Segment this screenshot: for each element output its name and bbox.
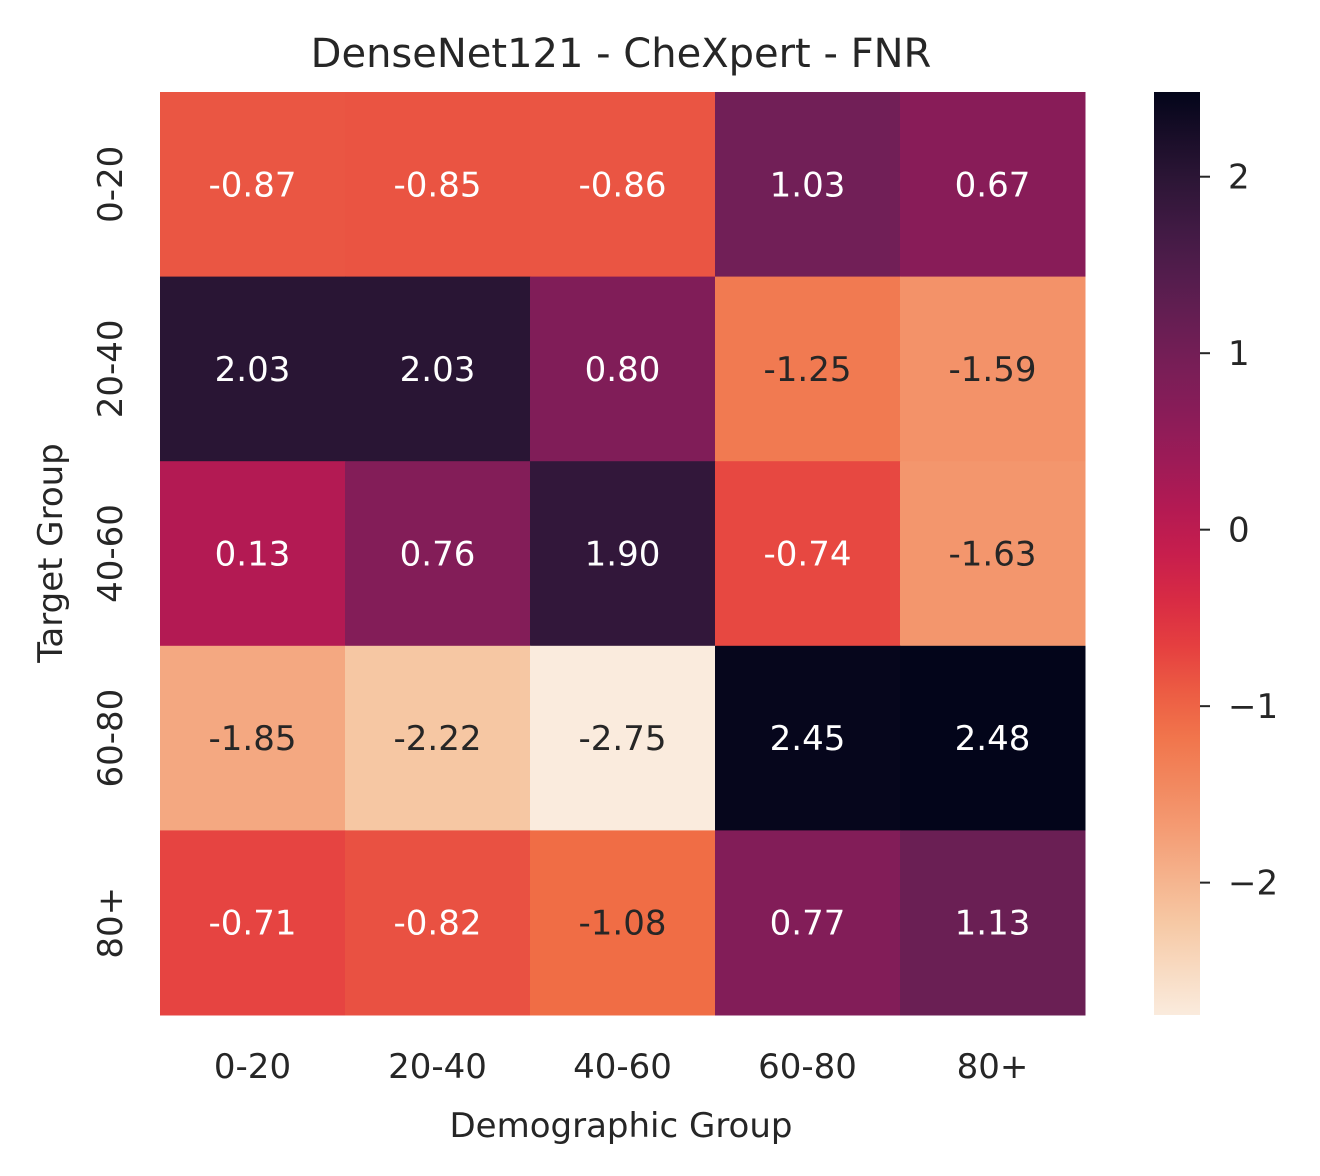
cell-value-label: -1.25 — [764, 350, 852, 390]
x-tick-label: 0-20 — [214, 1047, 291, 1087]
cell-value-label: 2.03 — [215, 350, 291, 390]
cell-value-label: 0.77 — [770, 904, 846, 944]
cell-value-label: -2.22 — [394, 719, 482, 759]
heatmap-cells: -0.87 -0.85 -0.86 1.03 0.67 2.03 2.03 0.80 -1.25… — [160, 92, 1086, 1016]
cell-value-label: 1.90 — [585, 535, 661, 575]
cell-value-label: 2.45 — [770, 719, 846, 759]
colorbar-tick-label: 1 — [1228, 334, 1250, 374]
heatmap-cell — [900, 645, 1086, 831]
cell-value-label: -0.74 — [764, 535, 852, 575]
cell-value-label: -1.63 — [949, 535, 1037, 575]
colorbar-tick-label: 2 — [1228, 158, 1250, 198]
colorbar — [1154, 92, 1200, 1015]
heatmap-cell — [160, 92, 346, 278]
heatmap-cell — [715, 92, 901, 278]
colorbar-tick-label: −2 — [1228, 864, 1278, 904]
heatmap-cell — [160, 645, 346, 831]
cell-value-label: 0.13 — [215, 535, 291, 575]
cell-value-label: 2.03 — [400, 350, 476, 390]
cell-value-label: 0.80 — [585, 350, 661, 390]
colorbar-ticks: 2 1 0 −1 −2 — [1200, 158, 1278, 904]
heatmap-cell — [345, 92, 531, 278]
cell-value-label: -1.85 — [209, 719, 297, 759]
heatmap-cell — [900, 830, 1086, 1016]
colorbar-tick-label: −1 — [1228, 687, 1278, 727]
x-tick-label: 60-80 — [758, 1047, 857, 1087]
x-tick-label: 80+ — [957, 1047, 1029, 1087]
x-tick-label: 20-40 — [388, 1047, 487, 1087]
cell-value-label: -0.71 — [209, 904, 297, 944]
heatmap-cell — [345, 830, 531, 1016]
heatmap-cell — [530, 276, 716, 462]
heatmap-cell — [900, 92, 1086, 278]
heatmap-cell — [530, 830, 716, 1016]
heatmap-cell — [530, 461, 716, 647]
y-axis-label: Target Group — [31, 443, 71, 664]
cell-value-label: -1.59 — [949, 350, 1037, 390]
heatmap-cell — [345, 645, 531, 831]
cell-value-label: 1.03 — [770, 165, 846, 205]
heatmap-cell — [900, 461, 1086, 647]
cell-value-label: -2.75 — [579, 719, 667, 759]
cell-value-label: -1.08 — [579, 904, 667, 944]
y-tick-label: 0-20 — [91, 146, 131, 223]
colorbar-tick-label: 0 — [1228, 511, 1250, 551]
heatmap-cell — [345, 461, 531, 647]
heatmap-cell — [530, 92, 716, 278]
heatmap-cell — [530, 645, 716, 831]
y-tick-label: 20-40 — [91, 320, 131, 419]
heatmap-cell — [160, 830, 346, 1016]
cell-value-label: 2.48 — [955, 719, 1031, 759]
heatmap-cell — [715, 830, 901, 1016]
cell-value-label: 1.13 — [955, 904, 1031, 944]
heatmap-cell — [715, 276, 901, 462]
heatmap-cell — [715, 645, 901, 831]
x-axis-label: Demographic Group — [449, 1106, 792, 1146]
x-tick-label: 40-60 — [573, 1047, 672, 1087]
chart-title: DenseNet121 - CheXpert - FNR — [311, 31, 932, 77]
cell-value-label: -0.85 — [394, 165, 482, 205]
cell-value-label: -0.87 — [209, 165, 297, 205]
heatmap-cell — [900, 276, 1086, 462]
y-axis-ticks: 0-20 20-40 40-60 60-80 80+ — [91, 146, 131, 959]
cell-value-label: 0.67 — [955, 165, 1031, 205]
y-tick-label: 60-80 — [91, 689, 131, 788]
heatmap-cell — [345, 276, 531, 462]
cell-value-label: 0.76 — [400, 535, 476, 575]
y-tick-label: 40-60 — [91, 504, 131, 603]
y-tick-label: 80+ — [91, 887, 131, 959]
heatmap-cell — [715, 461, 901, 647]
heatmap-cell — [160, 461, 346, 647]
heatmap-cell — [160, 276, 346, 462]
x-axis-ticks: 0-20 20-40 40-60 60-80 80+ — [214, 1047, 1028, 1087]
cell-value-label: -0.82 — [394, 904, 482, 944]
cell-value-label: -0.86 — [579, 165, 667, 205]
